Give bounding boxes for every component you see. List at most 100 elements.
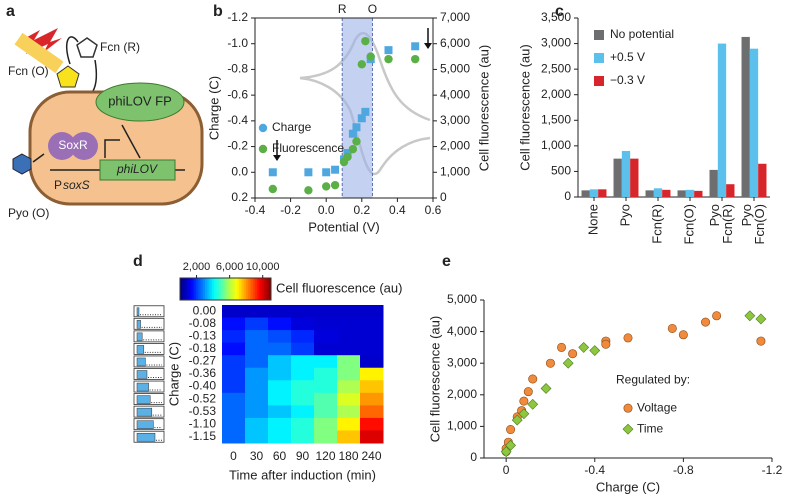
x-tick-label: 0.4 xyxy=(389,203,406,217)
heatmap-cell xyxy=(337,355,361,369)
colorbar-tick-label: 2,000 xyxy=(183,261,211,273)
heatmap-cell xyxy=(360,417,384,431)
heatmap-cell xyxy=(245,330,269,344)
x-tick-label: 0.2 xyxy=(353,203,370,217)
y-tick-label: 3,000 xyxy=(447,355,477,369)
heatmap-cell xyxy=(245,317,269,331)
x-tick-label: Pyo xyxy=(707,204,722,226)
pyo xyxy=(12,153,32,175)
y-tick-label: -0.08 xyxy=(189,316,217,330)
heatmap-cell xyxy=(245,392,269,406)
colorbar-step xyxy=(184,278,188,300)
y2-tick-label: 3,000 xyxy=(440,113,470,127)
colorbar-step xyxy=(189,278,192,300)
y-tick-label: 3,500 xyxy=(541,10,571,24)
protocol-pulse xyxy=(136,370,148,379)
colorbar-step xyxy=(193,278,197,300)
point xyxy=(557,342,567,352)
protocol-pulse xyxy=(136,307,140,317)
point xyxy=(712,311,722,321)
colorbar-step xyxy=(261,278,265,300)
y-axis-label: Charge (C) xyxy=(206,76,221,140)
colorbar-step xyxy=(218,278,222,300)
colorbar-step xyxy=(232,278,236,300)
heatmap-cell xyxy=(291,305,315,319)
colorbar-step xyxy=(191,278,195,300)
colorbar-step xyxy=(223,278,226,300)
x-tick-label: Pyo xyxy=(739,204,754,226)
x-tick-label: 0 xyxy=(230,449,237,463)
y-tick-label: 0.00 xyxy=(193,303,217,317)
colorbar-step xyxy=(214,278,217,300)
x-tick-label: Fcn(O) xyxy=(752,204,767,244)
y-tick-label: 500 xyxy=(551,164,571,178)
gene xyxy=(99,159,176,181)
point xyxy=(500,446,512,458)
y-tick-label: -0.4 xyxy=(227,113,248,127)
x-tick-label: 90 xyxy=(296,449,310,463)
heatmap-cell xyxy=(268,330,292,344)
legend-label: Charge xyxy=(272,120,312,134)
bar xyxy=(758,163,767,197)
protocol-icon xyxy=(133,380,165,393)
heatmap-cell xyxy=(314,417,338,431)
colorbar-step xyxy=(239,278,242,300)
heatmap-cell xyxy=(314,330,338,344)
colorbar-step xyxy=(236,278,240,300)
y-tick-label: 1,000 xyxy=(541,138,571,152)
point xyxy=(755,313,767,325)
y-tick-label: -1.10 xyxy=(189,416,217,430)
y2-tick-label: 6,000 xyxy=(440,36,470,50)
heatmap-cell xyxy=(337,305,361,319)
protocol-pulse xyxy=(136,395,151,404)
x-tick-label: 120 xyxy=(315,449,335,463)
point xyxy=(528,374,538,384)
point xyxy=(518,408,530,420)
y-tick-label: -0.6 xyxy=(227,87,248,101)
heatmap-cell xyxy=(337,367,361,381)
point xyxy=(506,425,516,435)
y-tick-label: -1.2 xyxy=(227,10,248,24)
heatmap-cell xyxy=(314,430,338,444)
point xyxy=(348,144,358,154)
y-axis-label: Charge (C) xyxy=(166,342,181,406)
heatmap-cell xyxy=(337,330,361,344)
y2-tick-label: 4,000 xyxy=(440,87,470,101)
colorbar-step xyxy=(182,278,186,300)
point xyxy=(623,333,633,343)
bar xyxy=(741,36,750,198)
heatmap-cell xyxy=(314,380,338,394)
colorbar-step xyxy=(255,278,258,300)
label: SoxR xyxy=(58,138,88,152)
heatmap-cell xyxy=(222,417,246,431)
legend-marker xyxy=(258,144,268,154)
point xyxy=(268,184,277,194)
point xyxy=(511,414,523,426)
x-tick-label: -0.2 xyxy=(280,203,301,217)
protocol-pulse xyxy=(136,382,149,392)
heatmap-cell xyxy=(291,367,315,381)
bar xyxy=(645,190,654,197)
bar xyxy=(621,150,631,197)
heatmap-cell xyxy=(360,355,384,369)
heatmap-cell xyxy=(360,342,384,356)
legend-marker xyxy=(623,403,633,413)
heatmap-cell xyxy=(245,355,269,369)
heatmap-cell xyxy=(222,342,246,356)
y-tick-label: 0.0 xyxy=(231,164,248,178)
colorbar-tick-label: 6,000 xyxy=(216,261,244,273)
heatmap-cell xyxy=(314,405,338,419)
x-axis-label: Charge (C) xyxy=(596,479,660,494)
y-axis-label: Cell fluorescence (au) xyxy=(427,316,442,442)
colorbar-step xyxy=(207,278,211,300)
point xyxy=(756,336,766,346)
heatmap-cell xyxy=(291,430,315,444)
heatmap-cell xyxy=(291,392,315,406)
bar xyxy=(630,158,639,197)
heatmap-cell xyxy=(360,367,384,381)
point xyxy=(589,345,601,356)
point xyxy=(701,317,711,327)
colorbar-step xyxy=(230,278,233,300)
colorbar-step xyxy=(259,278,263,300)
colorbar-tick-label: 10,000 xyxy=(246,261,280,273)
